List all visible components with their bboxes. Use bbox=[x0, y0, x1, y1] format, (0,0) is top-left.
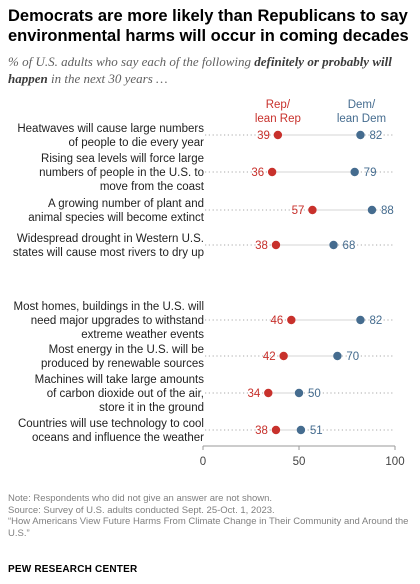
dot-plot-chart: Rep/lean Rep Dem/lean Dem 39 82 36 79 57 88 38 68… bbox=[200, 99, 405, 468]
row-label-line: Countries will use technology to cool bbox=[17, 418, 204, 430]
row-label-line: Rising sea levels will force large bbox=[41, 153, 204, 165]
row-label-line: move from the coast bbox=[99, 181, 204, 193]
row-label: Most homes, buildings in the U.S. will ne… bbox=[6, 300, 204, 342]
row-label: Machines will take large amounts of carbo… bbox=[6, 373, 204, 415]
row-label: Widespread drought in Western U.S. states… bbox=[6, 232, 204, 260]
legend-label-rep: lean Rep bbox=[255, 113, 301, 125]
rep-dot bbox=[271, 240, 281, 250]
x-axis-tick-label: 0 bbox=[200, 456, 206, 468]
rep-dot bbox=[267, 167, 277, 177]
rep-value-label: 57 bbox=[292, 205, 305, 217]
dem-value-label: 88 bbox=[381, 205, 394, 217]
x-axis-tick-label: 100 bbox=[385, 456, 404, 468]
chart-title: Democrats are more likely than Republica… bbox=[8, 7, 409, 45]
row-label: A growing number of plant and animal spec… bbox=[6, 197, 204, 225]
legend-label-dem: Dem/ bbox=[348, 99, 376, 111]
row-label-line: oceans and influence the weather bbox=[32, 432, 204, 444]
subtitle-tail: in the next 30 years … bbox=[47, 71, 168, 86]
dem-value-label: 68 bbox=[343, 240, 356, 252]
dem-dot bbox=[356, 130, 365, 140]
dem-value-label: 70 bbox=[346, 351, 359, 363]
row-label-line: extreme weather events bbox=[81, 329, 204, 341]
rep-value-label: 38 bbox=[255, 240, 268, 252]
subtitle-emphasis: definitely or probably will happen bbox=[8, 54, 392, 86]
row-label-line: of people to die every year bbox=[68, 137, 204, 149]
row-label: Heatwaves will cause large numbers of peo… bbox=[6, 122, 204, 150]
legend-label-rep: Rep/ bbox=[266, 99, 291, 111]
dem-value-label: 50 bbox=[308, 388, 321, 400]
row-label-line: Most homes, buildings in the U.S. will bbox=[13, 301, 204, 313]
row-label-line: A growing number of plant and bbox=[48, 198, 204, 210]
dem-dot bbox=[329, 240, 338, 250]
row-label-line: Machines will take large amounts bbox=[34, 374, 204, 386]
rep-dot bbox=[271, 425, 281, 435]
x-axis-tick-label: 50 bbox=[293, 456, 306, 468]
rep-value-label: 36 bbox=[251, 167, 264, 179]
row-label: Rising sea levels will force large number… bbox=[6, 152, 204, 194]
rep-dot bbox=[308, 205, 317, 215]
chart-subtitle: % of U.S. adults who say each of the fol… bbox=[8, 53, 412, 87]
dem-value-label: 82 bbox=[369, 315, 382, 327]
dem-dot bbox=[333, 351, 342, 361]
row-label-line: of carbon dioxide out of the air, bbox=[46, 388, 204, 400]
source-line: Source: Survey of U.S. adults conducted … bbox=[8, 504, 275, 516]
row-label-line: store it in the ground bbox=[99, 402, 204, 414]
dem-dot bbox=[367, 205, 377, 215]
row-label: Countries will use technology to cool oce… bbox=[6, 417, 204, 445]
rep-dot bbox=[279, 351, 288, 361]
subtitle-lead: % of U.S. adults who say each of the fol… bbox=[8, 54, 255, 69]
note-line: Note: Respondents who did not give an an… bbox=[8, 493, 273, 504]
row-label-line: animal species will become extinct bbox=[28, 212, 204, 224]
row-label-line: produced by renewable sources bbox=[40, 358, 204, 370]
row-label-line: Widespread drought in Western U.S. bbox=[16, 233, 204, 245]
dem-value-label: 79 bbox=[364, 167, 377, 179]
dem-dot bbox=[356, 315, 365, 325]
dem-dot bbox=[294, 388, 304, 398]
rep-dot bbox=[264, 388, 273, 398]
rep-dot bbox=[287, 315, 296, 325]
report-title-line: “How Americans View Future Harms From Cl… bbox=[8, 516, 409, 539]
row-label: Most energy in the U.S. will be produced … bbox=[6, 343, 204, 371]
row-label-line: Heatwaves will cause large numbers bbox=[17, 123, 204, 135]
row-label-line: Most energy in the U.S. will be bbox=[48, 344, 204, 356]
row-label-line: states will cause most rivers to dry up bbox=[12, 247, 204, 259]
chart-notes: Note: Respondents who did not give an an… bbox=[8, 493, 414, 539]
dem-value-label: 51 bbox=[310, 425, 323, 437]
rep-dot bbox=[273, 130, 283, 140]
dem-value-label: 82 bbox=[369, 130, 382, 142]
dem-dot bbox=[350, 167, 359, 177]
rep-value-label: 39 bbox=[257, 130, 270, 142]
row-label-line: need major upgrades to withstand bbox=[30, 315, 204, 327]
rep-value-label: 46 bbox=[271, 315, 284, 327]
dem-dot bbox=[296, 425, 306, 435]
pew-research-center-logo: PEW RESEARCH CENTER bbox=[8, 564, 138, 575]
row-label-line: numbers of people in the U.S. to bbox=[39, 167, 204, 179]
rep-value-label: 42 bbox=[263, 351, 276, 363]
rep-value-label: 34 bbox=[247, 388, 260, 400]
rep-value-label: 38 bbox=[255, 425, 268, 437]
legend-label-dem: lean Dem bbox=[337, 113, 386, 125]
